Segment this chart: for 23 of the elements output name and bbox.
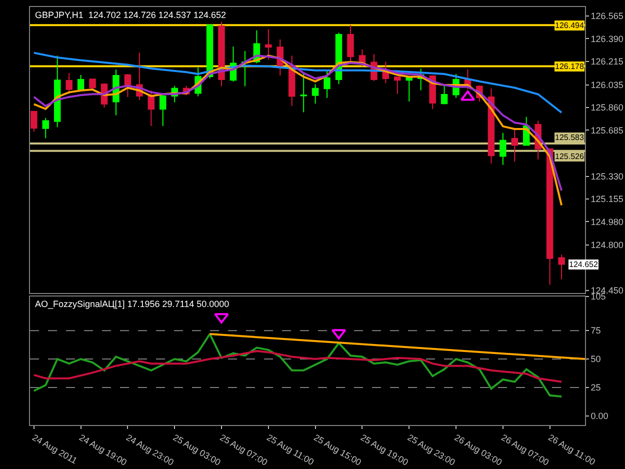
ref-line-label: 126.494 [555,21,584,30]
y-tick-label: 50 [590,354,601,364]
x-tick-label: 24 Aug 2011 [30,432,79,466]
y-tick-label: 125.155 [590,194,624,204]
y-tick-label: 126.390 [590,34,624,44]
y-tick-label: 75 [590,326,601,336]
y-tick-label: 126.215 [590,56,624,67]
y-tick-label: 124.800 [590,240,624,250]
y-tick-label: 125.330 [590,171,624,182]
y-tick-label: 25 [590,382,601,393]
y-tick-label: 125.685 [590,125,624,136]
y-tick-label: 126.565 [590,11,624,22]
y-tick-label: 105 [590,292,606,302]
chart-title: GBPJPY,H1 124.702 124.726 124.537 124.652 [35,10,226,20]
annotation: 124.652 [569,260,598,269]
y-tick-label: 126.035 [590,80,624,90]
ref-line-label: 125.526 [555,152,584,161]
y-tick-label: 0.00 [590,411,608,422]
ref-line-label: 126.178 [555,62,584,71]
y-tick-label: 125.860 [590,102,624,113]
ref-line-label: 125.583 [555,133,584,142]
y-tick-label: 124.980 [590,216,624,227]
chart-title: AO_FozzySignalAЦ[1] 17.1956 29.7114 50.0000 [35,299,230,309]
